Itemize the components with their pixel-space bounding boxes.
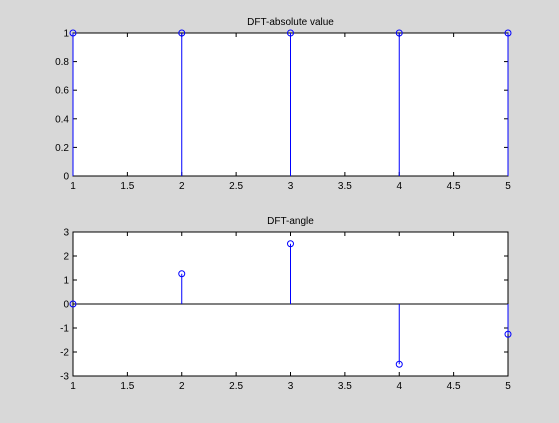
x-tick-label: 1.5 xyxy=(120,181,134,192)
x-tick-label: 5 xyxy=(505,181,511,192)
y-tick-label: 0 xyxy=(63,300,69,311)
x-tick-label: 2 xyxy=(179,381,185,392)
chart-title: DFT-absolute value xyxy=(247,17,334,28)
y-tick-label: 0.6 xyxy=(55,86,69,97)
y-tick-label: 1 xyxy=(63,29,69,40)
stem-marker xyxy=(504,330,512,338)
y-tick-label: 0 xyxy=(63,172,69,183)
stem-marker xyxy=(178,270,186,278)
stem-marker xyxy=(395,360,403,368)
x-tick-label: 1 xyxy=(70,381,76,392)
stem-marker xyxy=(69,29,77,37)
x-tick-label: 2.5 xyxy=(229,381,243,392)
x-tick-label: 1.5 xyxy=(120,381,134,392)
x-tick-label: 3.5 xyxy=(338,381,352,392)
chart-title: DFT-angle xyxy=(267,216,314,227)
x-tick-label: 3 xyxy=(288,181,294,192)
stem-marker xyxy=(69,300,77,308)
y-tick-label: 0.8 xyxy=(55,57,69,68)
x-tick-label: 4.5 xyxy=(447,381,461,392)
x-tick-label: 3.5 xyxy=(338,181,352,192)
subplot-dft-angle: DFT-angle 1 1.5 2 2.5 3 3.5 4 4.5 5 -3 -2 -1 0 1 2 3 xyxy=(60,216,512,392)
y-tick-label: 0.2 xyxy=(55,143,69,154)
y-tick-label: 1 xyxy=(63,276,69,287)
x-tick-label: 4 xyxy=(396,181,402,192)
stem-marker xyxy=(395,29,403,37)
y-tick-label: -3 xyxy=(60,372,69,383)
y-tick-label: 3 xyxy=(63,228,69,239)
stem-marker xyxy=(287,240,294,248)
x-tick-label: 5 xyxy=(505,381,511,392)
stem-marker xyxy=(287,29,294,37)
x-tick-label: 2 xyxy=(179,181,185,192)
x-tick-label: 4 xyxy=(396,381,402,392)
stem-marker xyxy=(504,29,512,37)
x-tick-label: 4.5 xyxy=(447,181,461,192)
y-tick-label: 2 xyxy=(63,252,69,263)
x-tick-label: 1 xyxy=(70,181,76,192)
x-tick-label: 2.5 xyxy=(229,181,243,192)
y-tick-label: -2 xyxy=(60,348,69,359)
y-tick-label: 0.4 xyxy=(55,114,69,125)
subplot-dft-absolute-value: DFT-absolute value 1 1.5 2 2.5 3 3.5 4 4.5 5 0 0.2 0… xyxy=(55,17,512,192)
stem-marker xyxy=(178,29,186,37)
x-tick-label: 3 xyxy=(288,381,294,392)
y-tick-label: -1 xyxy=(60,324,69,335)
